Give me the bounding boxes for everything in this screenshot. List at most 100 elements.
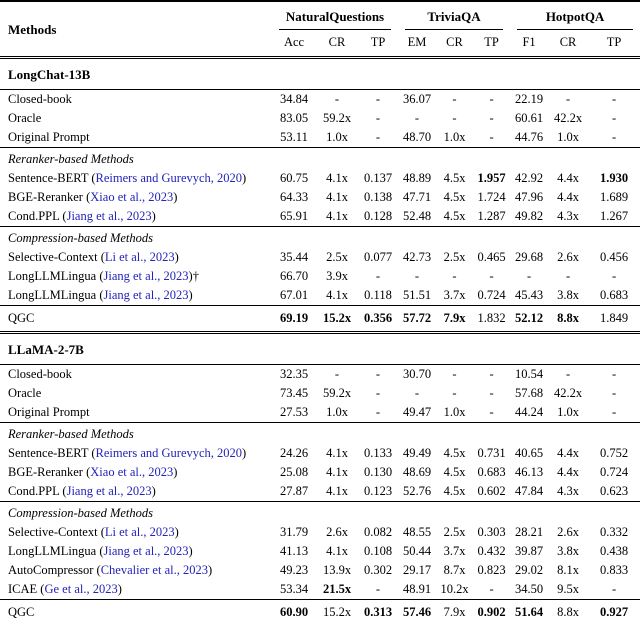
citation-link[interactable]: Jiang et al., 2023 xyxy=(103,269,189,283)
metric-value: 57.68 xyxy=(514,386,544,400)
metric-value: 0.432 xyxy=(477,544,506,558)
metric-value: 64.33 xyxy=(279,190,309,204)
metric-value: - xyxy=(375,405,381,419)
method-category-row: Reranker-based Methods xyxy=(0,422,640,444)
metric-value: 1.930 xyxy=(600,171,629,185)
metric-value: 0.724 xyxy=(600,465,629,479)
method-name: Oracle xyxy=(8,386,42,400)
metric-value: 42.2x xyxy=(553,111,583,125)
model-section-header: LLaMA-2-7B xyxy=(0,331,640,365)
table-row: Selective-Context (Li et al., 2023) 31.79… xyxy=(0,523,640,542)
metric-value: 65.91 xyxy=(279,209,309,223)
metric-value: 47.84 xyxy=(514,484,544,498)
metric-value: 29.68 xyxy=(514,250,544,264)
metric-value: 0.438 xyxy=(600,544,629,558)
metric-value: 4.1x xyxy=(326,190,348,204)
metric-value: 1.689 xyxy=(600,190,629,204)
metric-value: 2.5x xyxy=(443,525,466,539)
metric-value: 15.2x xyxy=(316,599,358,625)
metric-value: - xyxy=(375,386,381,400)
metric-value: 0.724 xyxy=(477,288,506,302)
metric-value: - xyxy=(375,111,381,125)
citation-link[interactable]: Chevalier et al., 2023 xyxy=(100,563,208,577)
metric-value: 0.108 xyxy=(363,544,393,558)
metric-value: 0.313 xyxy=(358,599,399,625)
metric-value: - xyxy=(611,111,617,125)
metric-value: 3.7x xyxy=(443,288,466,302)
metric-value: 0.133 xyxy=(363,446,393,460)
citation-link[interactable]: Reimers and Gurevych, 2020 xyxy=(95,446,243,460)
metric-value: 4.5x xyxy=(443,484,466,498)
method-category-label: Reranker-based Methods xyxy=(0,147,640,169)
metric-value: 28.21 xyxy=(514,525,544,539)
metric-value: 0.902 xyxy=(473,599,511,625)
metric-value: 4.3x xyxy=(557,209,579,223)
metric-value: 1.0x xyxy=(443,130,466,144)
citation-link[interactable]: Li et al., 2023 xyxy=(104,250,175,264)
metric-value: 7.9x xyxy=(436,305,474,333)
metric-value: 67.01 xyxy=(279,288,309,302)
metric-value: 3.8x xyxy=(557,544,579,558)
metric-value: 1.267 xyxy=(600,209,629,223)
metric-value: 44.76 xyxy=(514,130,544,144)
citation-link[interactable]: Jiang et al., 2023 xyxy=(66,484,152,498)
metric-value: 15.2x xyxy=(316,305,358,333)
metric-value: 1.724 xyxy=(477,190,506,204)
column-header-tp-nq: TP xyxy=(358,30,399,59)
metric-value: 0.137 xyxy=(363,171,393,185)
metric-value: - xyxy=(334,92,340,106)
dataset-group-label: NaturalQuestions xyxy=(279,7,392,30)
citation-link[interactable]: Li et al., 2023 xyxy=(104,525,175,539)
method-name: Selective-Context (Li et al., 2023) xyxy=(8,525,179,539)
metric-value: - xyxy=(611,386,617,400)
method-name: Original Prompt xyxy=(8,130,90,144)
citation-link[interactable]: Jiang et al., 2023 xyxy=(103,288,189,302)
metric-value: - xyxy=(489,269,494,283)
method-name: BGE-Reranker (Xiao et al., 2023) xyxy=(8,465,178,479)
metric-value: 34.50 xyxy=(514,582,544,596)
citation-link[interactable]: Xiao et al., 2023 xyxy=(90,190,174,204)
citation-link[interactable]: Reimers and Gurevych, 2020 xyxy=(95,171,243,185)
table-row: Closed-book 34.84 - - 36.07 - - 22.19 - - xyxy=(0,90,640,110)
table-row: Cond.PPL (Jiang et al., 2023) 27.87 4.1x 0.… xyxy=(0,482,640,502)
metric-value: 3.8x xyxy=(557,288,579,302)
metric-value: 4.5x xyxy=(443,209,466,223)
metric-value: 83.05 xyxy=(279,111,309,125)
metric-value: 52.76 xyxy=(402,484,432,498)
metric-value: 4.1x xyxy=(326,288,348,302)
metric-value: 73.45 xyxy=(279,386,309,400)
metric-subheader-row: Acc CR TP EM CR TP F1 CR TP xyxy=(0,30,640,59)
metric-value: 4.1x xyxy=(326,446,348,460)
table-row: Sentence-BERT (Reimers and Gurevych, 202… xyxy=(0,444,640,463)
metric-value: 4.1x xyxy=(326,209,348,223)
metric-value: 0.752 xyxy=(600,446,629,460)
metric-value: 0.823 xyxy=(477,563,506,577)
method-category-label: Compression-based Methods xyxy=(0,501,640,523)
citation-link[interactable]: Jiang et al., 2023 xyxy=(103,544,189,558)
metric-value: 36.07 xyxy=(402,92,432,106)
table-header: Methods NaturalQuestions TriviaQA Hotpot… xyxy=(0,1,640,59)
citation-link[interactable]: Ge et al., 2023 xyxy=(44,582,118,596)
metric-value: 42.92 xyxy=(514,171,544,185)
citation-link[interactable]: Xiao et al., 2023 xyxy=(90,465,174,479)
dataset-group-label: HotpotQA xyxy=(517,7,634,30)
metric-value: 4.4x xyxy=(557,465,579,479)
table-row: QGC 69.19 15.2x 0.356 57.72 7.9x 1.832 52.12 8.8… xyxy=(0,305,640,333)
metric-value: 57.72 xyxy=(398,305,437,333)
citation-link[interactable]: Jiang et al., 2023 xyxy=(66,209,152,223)
metric-value: 42.2x xyxy=(553,386,583,400)
metric-value: 4.4x xyxy=(557,190,579,204)
metric-value: 0.302 xyxy=(363,563,393,577)
metric-value: - xyxy=(611,582,617,596)
metric-value: - xyxy=(565,367,571,381)
metric-value: 0.927 xyxy=(588,599,640,625)
table-row: QGC 60.90 15.2x 0.313 57.46 7.9x 0.902 51.64 8.8… xyxy=(0,599,640,625)
metric-value: 1.849 xyxy=(588,305,640,333)
table-row: Oracle 73.45 59.2x - - - - 57.68 42.2x - xyxy=(0,384,640,403)
metric-value: - xyxy=(452,386,457,400)
metric-value: 42.73 xyxy=(402,250,432,264)
table-row: ICAE (Ge et al., 2023) 53.34 21.5x - 48.91 10… xyxy=(0,580,640,600)
metric-value: 0.683 xyxy=(477,465,506,479)
metric-value: 59.2x xyxy=(322,386,352,400)
